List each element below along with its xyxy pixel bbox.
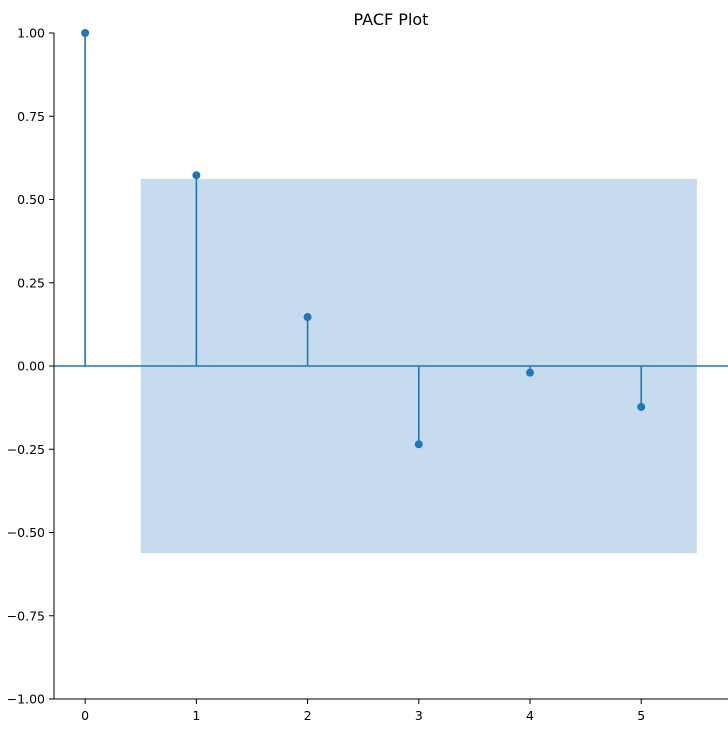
y-tick-label: 0.00 [17, 359, 45, 374]
x-tick-label: 0 [81, 708, 89, 723]
stem-marker [303, 313, 312, 322]
y-tick-label: 1.00 [17, 26, 45, 41]
stem-marker [192, 171, 201, 180]
y-tick-label: −0.75 [7, 608, 45, 623]
y-tick-label: −1.00 [7, 692, 45, 707]
stem-marker [81, 29, 90, 37]
y-tick-label: −0.25 [7, 442, 45, 457]
stem-marker [526, 368, 535, 377]
x-tick-label: 4 [526, 708, 534, 723]
x-tick-label: 3 [415, 708, 423, 723]
x-tick-label: 1 [192, 708, 200, 723]
x-tick-label: 2 [304, 708, 312, 723]
stem-marker [414, 440, 423, 449]
y-tick-label: 0.25 [17, 275, 45, 290]
y-tick-label: 0.75 [17, 109, 45, 124]
chart-title: PACF Plot [354, 10, 429, 29]
stem-marker [637, 402, 646, 411]
y-tick-label: 0.50 [17, 192, 45, 207]
stem-layer [81, 29, 646, 449]
axes-layer: 0 1 2 3 4 5 −1.00 −0.75 −0.50 −0.25 0.00 0.25 0.50 0.… [7, 26, 728, 723]
y-tick-label: −0.50 [7, 525, 45, 540]
x-tick-label: 5 [637, 708, 645, 723]
